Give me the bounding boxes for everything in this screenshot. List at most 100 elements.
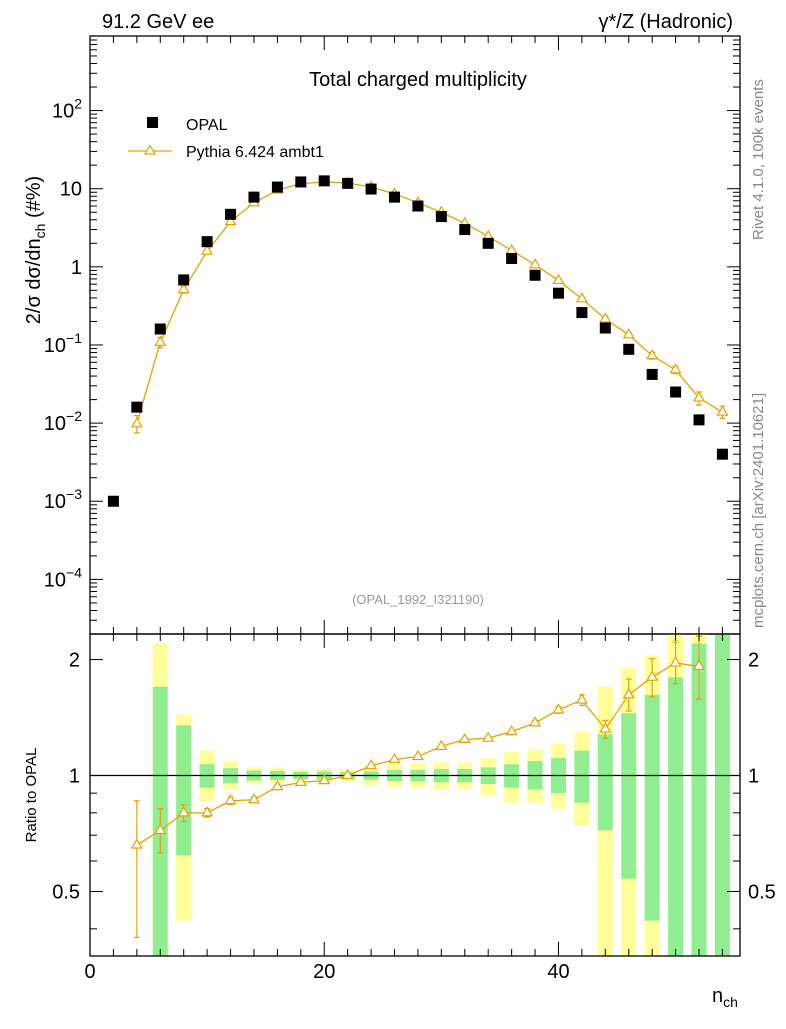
ratio-point bbox=[622, 688, 635, 699]
opal-point bbox=[365, 183, 377, 195]
x-tick-label: 20 bbox=[313, 961, 335, 983]
uncertainty-band-inner bbox=[176, 725, 192, 856]
ratio-point bbox=[341, 768, 354, 780]
opal-point bbox=[318, 175, 330, 187]
opal-point bbox=[482, 237, 494, 249]
svg-text:2/σ dσ/dnch (#%): 2/σ dσ/dnch (#%) bbox=[23, 176, 48, 324]
opal-point bbox=[295, 176, 307, 188]
header-process-label: γ*/Z (Hadronic) bbox=[599, 11, 733, 33]
ratio-point bbox=[411, 749, 424, 761]
pythia-point bbox=[692, 391, 706, 402]
ratio-point bbox=[692, 659, 706, 670]
pythia-point bbox=[622, 328, 635, 339]
pythia-curve bbox=[136, 181, 723, 424]
ratio-panel: 0.5 0.51 12 20 20 40 Ratio to OPAL bbox=[23, 633, 776, 983]
ratio-point bbox=[482, 731, 495, 742]
ratio-point bbox=[669, 656, 682, 667]
opal-point bbox=[131, 401, 143, 413]
pythia-point bbox=[224, 214, 237, 226]
mcplots-reference-label: mcplots.cern.ch [arXiv:2401.10621] bbox=[750, 393, 767, 628]
main-plot-area bbox=[107, 175, 729, 507]
opal-point bbox=[693, 414, 705, 426]
opal-point bbox=[599, 322, 611, 334]
pythia-point bbox=[130, 417, 143, 428]
legend: OPAL Pythia 6.424 ambt1 bbox=[128, 117, 324, 161]
y-tick-label: 10−4 bbox=[44, 564, 82, 591]
ratio-point bbox=[271, 780, 284, 791]
y-tick-label: 10−2 bbox=[44, 408, 82, 435]
pythia-point bbox=[646, 348, 659, 360]
uncertainty-band-inner bbox=[644, 694, 660, 921]
pythia-point bbox=[177, 283, 190, 294]
ratio-point bbox=[575, 693, 588, 704]
opal-point bbox=[412, 200, 424, 212]
ratio-point bbox=[458, 732, 471, 744]
opal-point bbox=[248, 191, 260, 203]
y-tick-label: 1 bbox=[71, 257, 82, 279]
ratio-point bbox=[528, 716, 542, 727]
ratio-point bbox=[130, 838, 143, 849]
opal-point bbox=[529, 269, 541, 281]
uncertainty-band-inner bbox=[668, 677, 684, 956]
opal-point bbox=[342, 177, 354, 189]
main-y-axis-label: 2/σ dσ/dnch (#%) bbox=[23, 176, 48, 324]
ratio-y-tick-label-left: 1 bbox=[69, 766, 80, 788]
ratio-point bbox=[318, 773, 331, 785]
pythia-point bbox=[575, 292, 588, 303]
y-tick-label: 102 bbox=[52, 96, 82, 123]
ratio-y-tick-label-right: 0.5 bbox=[748, 881, 776, 903]
ratio-point bbox=[388, 752, 401, 764]
legend-opal-marker bbox=[147, 117, 158, 128]
x-axis-label: nch bbox=[712, 985, 738, 1010]
legend-opal-label: OPAL bbox=[186, 117, 228, 134]
svg-text:Ratio to OPAL: Ratio to OPAL bbox=[23, 748, 40, 843]
y-tick-label: 10−3 bbox=[44, 486, 82, 513]
opal-point bbox=[576, 307, 588, 319]
ratio-point bbox=[154, 823, 167, 835]
legend-pythia-marker bbox=[143, 144, 157, 155]
ratio-point bbox=[365, 759, 378, 770]
uncertainty-band-inner bbox=[574, 750, 590, 803]
opal-point bbox=[201, 236, 213, 248]
main-y-tick-labels: 10−4 10−3 10−2 10−1 1 10 102 bbox=[44, 96, 82, 592]
opal-point bbox=[623, 343, 635, 355]
y-tick-label: 10 bbox=[60, 179, 82, 201]
ratio-point bbox=[201, 806, 214, 817]
opal-point bbox=[716, 448, 728, 460]
ratio-point bbox=[247, 793, 261, 804]
pythia-point bbox=[669, 363, 682, 374]
ratio-y-tick-label-left: 2 bbox=[69, 650, 80, 672]
pythia-point bbox=[505, 243, 518, 255]
legend-pythia-label: Pythia 6.424 ambt1 bbox=[186, 144, 324, 161]
opal-point bbox=[389, 191, 401, 203]
uncertainty-band-inner bbox=[597, 734, 613, 831]
x-tick-label: 0 bbox=[84, 961, 95, 983]
ratio-frame bbox=[89, 633, 741, 957]
ratio-point bbox=[599, 722, 612, 733]
pythia-point bbox=[716, 405, 729, 416]
header-energy-label: 91.2 GeV ee bbox=[102, 11, 214, 33]
opal-point bbox=[435, 211, 447, 223]
ratio-y-axis-label: Ratio to OPAL bbox=[23, 748, 40, 843]
svg-text:Rivet 4.1.0, 100k events: Rivet 4.1.0, 100k events bbox=[750, 79, 767, 240]
ratio-y-tick-label-right: 2 bbox=[748, 650, 759, 672]
opal-point bbox=[506, 252, 518, 264]
opal-point bbox=[178, 274, 190, 286]
ratio-y-tick-label-left: 0.5 bbox=[52, 881, 80, 903]
pythia-point bbox=[528, 258, 542, 269]
ratio-point bbox=[435, 739, 448, 751]
main-axis-ticks bbox=[89, 35, 740, 635]
pythia-point bbox=[552, 273, 565, 285]
uncertainty-band-inner bbox=[714, 634, 730, 956]
y-tick-label: 10−1 bbox=[44, 330, 82, 357]
pythia-point bbox=[599, 312, 612, 323]
pythia-point bbox=[201, 244, 214, 255]
rivet-version-label: Rivet 4.1.0, 100k events bbox=[750, 79, 767, 240]
opal-point bbox=[552, 287, 564, 299]
x-tick-label: 40 bbox=[547, 961, 569, 983]
ratio-point bbox=[646, 670, 659, 681]
opal-point bbox=[271, 181, 283, 193]
ratio-axis-ticks bbox=[89, 634, 740, 956]
ratio-tick-labels: 0.5 0.51 12 20 20 40 bbox=[52, 650, 776, 983]
main-panel: 10−4 10−3 10−2 10−1 1 10 102 Total charged mul… bbox=[23, 35, 741, 635]
